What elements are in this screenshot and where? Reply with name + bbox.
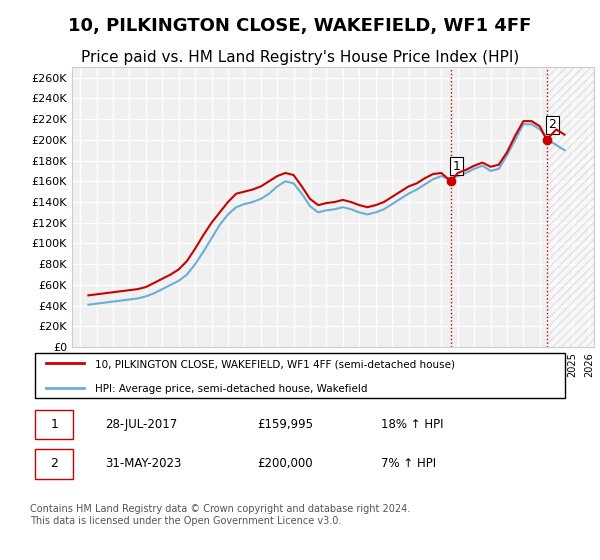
- Text: £159,995: £159,995: [257, 418, 313, 431]
- Text: 31-MAY-2023: 31-MAY-2023: [106, 458, 182, 470]
- Text: 2: 2: [548, 119, 556, 132]
- Text: HPI: Average price, semi-detached house, Wakefield: HPI: Average price, semi-detached house,…: [95, 384, 367, 394]
- Text: 1: 1: [50, 418, 58, 431]
- Text: £200,000: £200,000: [257, 458, 313, 470]
- Text: 18% ↑ HPI: 18% ↑ HPI: [381, 418, 443, 431]
- Text: 1: 1: [452, 160, 460, 173]
- FancyBboxPatch shape: [35, 449, 73, 478]
- FancyBboxPatch shape: [35, 410, 73, 440]
- Text: 2: 2: [50, 458, 58, 470]
- Text: 10, PILKINGTON CLOSE, WAKEFIELD, WF1 4FF (semi-detached house): 10, PILKINGTON CLOSE, WAKEFIELD, WF1 4FF…: [95, 359, 455, 369]
- Text: 10, PILKINGTON CLOSE, WAKEFIELD, WF1 4FF: 10, PILKINGTON CLOSE, WAKEFIELD, WF1 4FF: [68, 17, 532, 35]
- Text: Price paid vs. HM Land Registry's House Price Index (HPI): Price paid vs. HM Land Registry's House …: [81, 50, 519, 66]
- FancyBboxPatch shape: [35, 353, 565, 398]
- Text: Contains HM Land Registry data © Crown copyright and database right 2024.
This d: Contains HM Land Registry data © Crown c…: [30, 504, 410, 526]
- Text: 28-JUL-2017: 28-JUL-2017: [106, 418, 178, 431]
- Text: 7% ↑ HPI: 7% ↑ HPI: [381, 458, 436, 470]
